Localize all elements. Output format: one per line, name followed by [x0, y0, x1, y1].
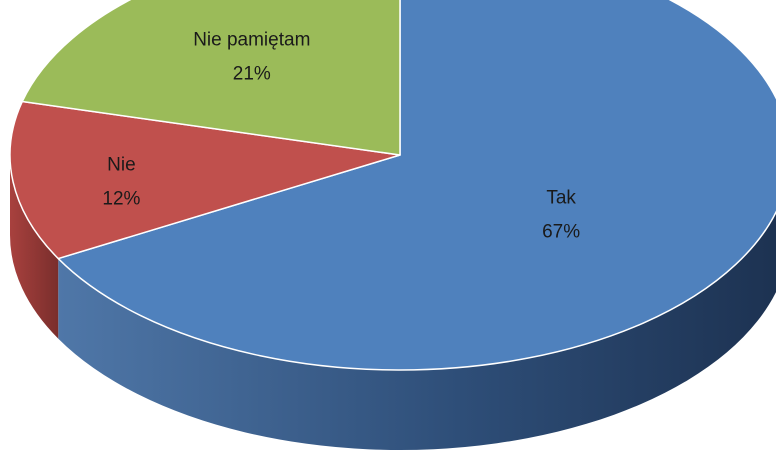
slice-label-nie: Nie 12%: [102, 154, 140, 209]
pie-tops: [9, 0, 776, 371]
slice-side-nie: [9, 155, 59, 339]
slice-value-label: 12%: [102, 188, 140, 209]
slice-side-tak: [58, 211, 776, 450]
slice-category-label: Nie: [107, 154, 136, 175]
slice-tak: [57, 0, 776, 371]
slice-nie-pamiętam: [21, 0, 401, 156]
slice-label-tak: Tak 67%: [542, 188, 580, 243]
pie-labels: Tak 67% Nie 12% Nie pamiętam 21%: [102, 30, 580, 243]
pie-sides: [9, 155, 776, 450]
slice-category-label: Nie pamiętam: [193, 30, 310, 51]
slice-category-label: Tak: [546, 188, 576, 209]
slice-value-label: 21%: [233, 64, 271, 85]
slice-value-label: 67%: [542, 222, 580, 243]
slice-label-nie-pamiętam: Nie pamiętam 21%: [193, 30, 310, 85]
slice-nie: [9, 100, 401, 260]
